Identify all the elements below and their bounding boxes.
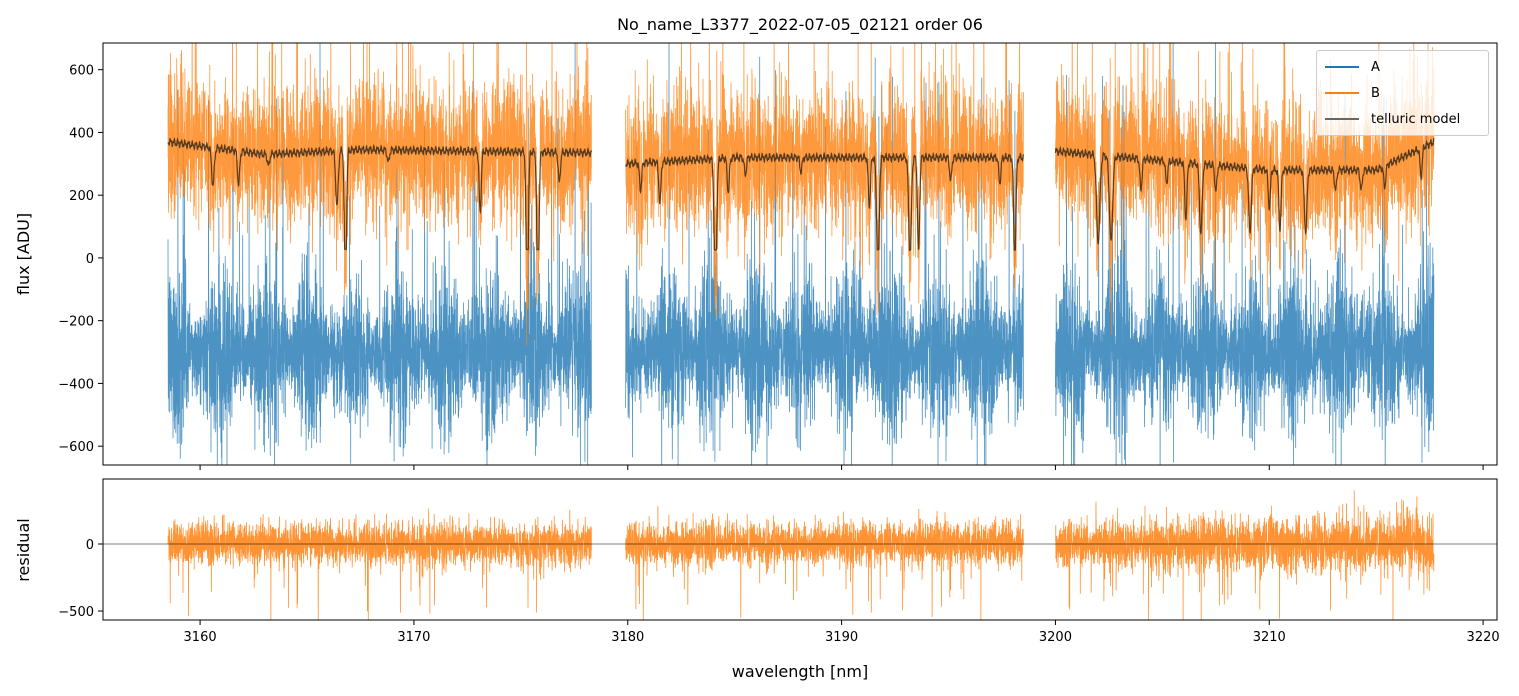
- series-b-line: [1055, 43, 1435, 335]
- x-axis-label: wavelength [nm]: [732, 662, 869, 681]
- y-tick-label: −200: [58, 315, 94, 330]
- x-tick-label: 3190: [825, 630, 858, 645]
- legend-label-a: A: [1371, 59, 1380, 75]
- legend-label-b: B: [1371, 85, 1380, 101]
- legend-swatch-b: [1325, 92, 1359, 94]
- y-tick-label: −500: [58, 605, 94, 620]
- x-tick-label: 3160: [184, 630, 217, 645]
- x-tick-label: 3180: [611, 630, 644, 645]
- y-tick-label: 0: [86, 538, 94, 553]
- residual-plot-area: [103, 490, 1497, 620]
- series-a-line: [1055, 43, 1435, 465]
- y-tick-label: −400: [58, 377, 94, 392]
- telluric-model-line: [167, 137, 592, 251]
- y-tick-label: 400: [69, 126, 94, 141]
- series-b-line: [167, 43, 592, 347]
- spectrum-axes-frame: [102, 42, 1498, 466]
- residual-axes-frame: [102, 478, 1498, 621]
- residual-line: [625, 505, 1024, 620]
- y-tick-label: 600: [69, 64, 94, 79]
- x-tick-label: 3220: [1467, 630, 1500, 645]
- chart-title: No_name_L3377_2022-07-05_02121 order 06: [617, 15, 983, 35]
- telluric-model-line: [1054, 137, 1435, 246]
- legend: A B telluric model: [1316, 50, 1489, 136]
- y-tick-label: 200: [69, 189, 94, 204]
- legend-swatch-telluric: [1325, 118, 1359, 120]
- y-axis-label-flux: flux [ADU]: [14, 213, 33, 295]
- x-tick-label: 3200: [1039, 630, 1072, 645]
- x-tick-label: 3170: [397, 630, 430, 645]
- legend-entry-a: A: [1325, 57, 1380, 77]
- legend-entry-telluric: telluric model: [1325, 109, 1460, 129]
- spectrum-plot-area: [167, 43, 1435, 465]
- series-a-line: [625, 43, 1024, 465]
- residual-line: [1055, 490, 1435, 620]
- y-tick-label: −600: [58, 440, 94, 455]
- legend-label-telluric: telluric model: [1371, 111, 1461, 127]
- y-tick-label: 0: [86, 252, 94, 267]
- axis-ticks: 3160 3170 3180 3190 3200 3210 3220 −600 −400 −200…: [58, 64, 1499, 645]
- series-a-line: [167, 43, 592, 465]
- y-axis-label-residual: residual: [14, 518, 33, 581]
- legend-entry-b: B: [1325, 83, 1380, 103]
- series-b-line: [625, 43, 1024, 317]
- telluric-model-line: [625, 151, 1024, 252]
- residual-line: [167, 508, 592, 620]
- legend-swatch-a: [1325, 66, 1359, 68]
- x-tick-label: 3210: [1253, 630, 1286, 645]
